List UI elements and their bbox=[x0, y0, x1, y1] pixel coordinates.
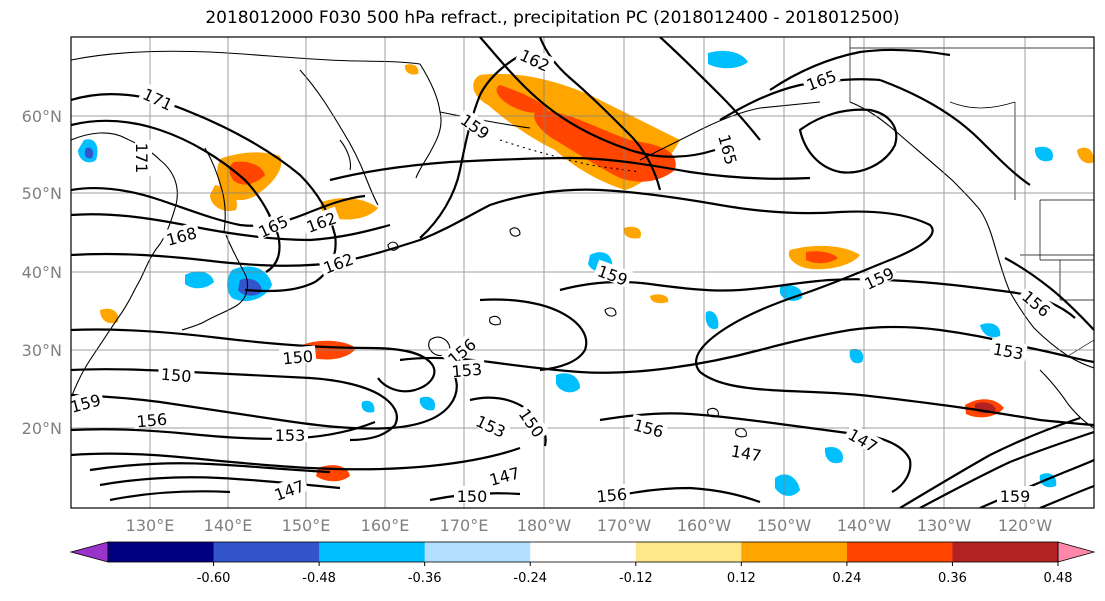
contour-label-bg bbox=[515, 43, 556, 75]
contour-label: 156 bbox=[136, 410, 168, 432]
contour-label-bg bbox=[989, 338, 1028, 362]
colorbar-segment bbox=[319, 542, 426, 562]
contour-label-bg bbox=[593, 483, 631, 504]
contour-label: 171 bbox=[132, 143, 151, 174]
map-frame bbox=[70, 36, 1095, 509]
colorbar: -0.60 -0.48 -0.36 -0.24 -0.12 0.12 0.24 0.36 0.4… bbox=[69, 541, 1096, 586]
latitude-label: 20°N bbox=[22, 419, 62, 438]
contour-label-bg bbox=[317, 247, 358, 276]
longitude-label: 160°W bbox=[677, 516, 732, 535]
contour-label: 150 bbox=[282, 347, 314, 369]
contour-label-bg bbox=[1017, 284, 1057, 321]
longitude-label: 180°W bbox=[517, 516, 572, 535]
longitude-label: 140°E bbox=[204, 516, 253, 535]
contour-label-bg bbox=[515, 402, 551, 442]
latitude-label: 30°N bbox=[22, 341, 62, 360]
longitude-label: 130°W bbox=[917, 516, 972, 535]
contour-label-bg bbox=[843, 422, 884, 456]
longitude-label: 150°W bbox=[757, 516, 812, 535]
colorbar-tick-label: -0.48 bbox=[302, 571, 336, 586]
longitude-label: 160°E bbox=[361, 516, 410, 535]
longitude-label: 120°W bbox=[998, 516, 1053, 535]
contour-label-bg bbox=[252, 209, 293, 241]
contour-label-bg bbox=[593, 259, 634, 288]
colorbar-segment bbox=[108, 542, 215, 562]
contour-label-bg bbox=[629, 413, 669, 440]
colorbar-tick-label: -0.60 bbox=[197, 571, 231, 586]
colorbar-tick-label: -0.24 bbox=[513, 571, 547, 586]
contour-label-bg bbox=[161, 221, 201, 248]
colorbar-segment bbox=[952, 542, 1059, 562]
contour-label-bg bbox=[135, 140, 152, 176]
contour-label-bg bbox=[997, 486, 1033, 503]
colorbar-segment bbox=[846, 542, 953, 562]
longitude-label: 170°E bbox=[440, 516, 489, 535]
contour-label-bg bbox=[157, 363, 195, 384]
contour-label-bg bbox=[441, 332, 481, 369]
contour-label: 153 bbox=[451, 360, 483, 382]
contour-label-bg bbox=[800, 64, 841, 93]
contour-label-bg bbox=[279, 345, 317, 366]
colorbar-segment bbox=[530, 542, 637, 562]
colorbar-tick-label: 0.36 bbox=[938, 571, 967, 586]
latitude-label: 60°N bbox=[22, 107, 62, 126]
colorbar-segment bbox=[635, 542, 742, 562]
colorbar-segment bbox=[741, 542, 848, 562]
contour-label-bg bbox=[716, 129, 743, 169]
colorbar-segment bbox=[213, 542, 320, 562]
latitude-label: 50°N bbox=[22, 184, 62, 203]
contour-label-bg bbox=[133, 408, 171, 429]
longitude-label: 150°E bbox=[282, 516, 331, 535]
contour-label-bg bbox=[471, 409, 512, 441]
colorbar-tick-label: 0.48 bbox=[1044, 571, 1073, 586]
contour-label: 153 bbox=[275, 426, 306, 445]
contour-label: 150 bbox=[160, 365, 192, 387]
longitude-labels: 130°E 140°E 150°E 160°E 170°E 180°W 170°W 160°W… bbox=[126, 516, 1053, 535]
political-borders bbox=[849, 37, 1094, 357]
contour-label-bg bbox=[268, 474, 309, 503]
map-title: 2018012000 F030 500 hPa refract., precip… bbox=[205, 8, 900, 28]
colorbar-tick-label: -0.36 bbox=[408, 571, 442, 586]
colorbar-segment bbox=[424, 542, 531, 562]
longitude-label: 140°W bbox=[837, 516, 892, 535]
colorbar-extend-low bbox=[69, 541, 109, 563]
longitude-label: 170°W bbox=[597, 516, 652, 535]
contour-label: 156 bbox=[596, 485, 628, 507]
contour-label-bg bbox=[138, 82, 179, 114]
contour-label-bg bbox=[300, 206, 341, 235]
colorbar-tick-label: -0.12 bbox=[619, 571, 653, 586]
colorbar-tick-label: 0.24 bbox=[832, 571, 861, 586]
latitude-label: 40°N bbox=[22, 263, 62, 282]
longitude-label: 130°E bbox=[126, 516, 175, 535]
contour-label-bg bbox=[858, 261, 899, 293]
contour-label-bg bbox=[448, 358, 486, 379]
contour-label-bg bbox=[272, 425, 308, 442]
colorbar-extend-high bbox=[1057, 541, 1096, 563]
colorbar-frame bbox=[107, 541, 1059, 563]
contour-label-bg bbox=[456, 107, 496, 143]
contour-label: 159 bbox=[1000, 487, 1031, 506]
contour-label-bg bbox=[454, 486, 490, 503]
contour-label-bg bbox=[71, 388, 105, 415]
colorbar-tick-label: 0.12 bbox=[727, 571, 756, 586]
latitude-labels: 60°N 50°N 40°N 30°N 20°N bbox=[22, 107, 62, 438]
contour-label-bg bbox=[484, 461, 524, 488]
contour-label: 150 bbox=[457, 487, 488, 506]
contour-label-bg bbox=[727, 440, 766, 464]
